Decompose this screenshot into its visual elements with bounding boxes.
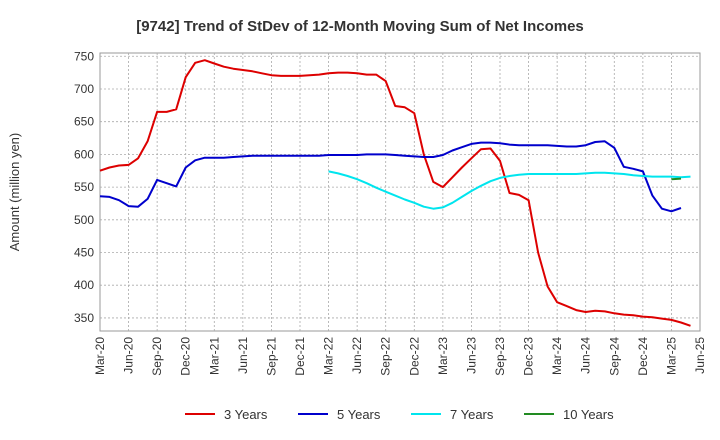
x-tick-label: Mar-20	[93, 337, 107, 375]
y-tick-label: 400	[74, 278, 94, 292]
x-tick-label: Mar-22	[322, 337, 336, 375]
series-line-10-years	[671, 177, 682, 181]
y-tick-label: 550	[74, 180, 94, 194]
x-tick-label: Jun-21	[236, 337, 250, 374]
y-tick-label: 700	[74, 82, 94, 96]
x-tick-label: Dec-22	[407, 337, 421, 376]
x-tick-label: Dec-23	[522, 337, 536, 376]
legend: 3 Years 5 Years 7 Years 10 Years	[185, 407, 614, 422]
x-tick-label: Mar-23	[436, 337, 450, 375]
x-tick-label: Dec-21	[293, 337, 307, 376]
series-line-5-years	[99, 140, 682, 213]
y-tick-label: 500	[74, 213, 94, 227]
x-tick-label: Dec-20	[179, 337, 193, 376]
x-tick-label: Jun-23	[464, 337, 478, 374]
y-tick-label: 450	[74, 246, 94, 260]
series-line-3-years	[99, 59, 691, 327]
y-tick-label: 600	[74, 147, 94, 161]
x-tick-label: Mar-21	[207, 337, 221, 375]
chart-title: [9742] Trend of StDev of 12-Month Moving…	[136, 18, 584, 35]
x-tick-label: Jun-22	[350, 337, 364, 374]
x-tick-label: Jun-25	[693, 337, 707, 374]
y-tick-label: 750	[74, 49, 94, 63]
y-tick-label: 650	[74, 115, 94, 129]
plot-frame	[99, 52, 701, 332]
x-tick-label: Sep-24	[607, 337, 621, 376]
x-tick-label: Sep-21	[264, 337, 278, 376]
y-axis-label: Amount (million yen)	[7, 133, 22, 252]
x-tick-label: Dec-24	[636, 337, 650, 376]
series-line-7-years	[328, 170, 691, 210]
legend-label: 7 Years	[450, 407, 494, 422]
y-tick-label: 350	[74, 311, 94, 325]
x-tick-label: Sep-22	[379, 337, 393, 376]
x-tick-label: Mar-25	[664, 337, 678, 375]
plot-area: Mar-20 Jun-20 Sep-20 Dec-20 Mar-21 Jun-21 Sep-…	[74, 49, 707, 375]
legend-label: 10 Years	[563, 407, 614, 422]
x-tick-label: Mar-24	[550, 337, 564, 375]
x-tick-label: Sep-20	[150, 337, 164, 376]
legend-label: 3 Years	[224, 407, 268, 422]
legend-label: 5 Years	[337, 407, 381, 422]
x-tick-label: Sep-23	[493, 337, 507, 376]
x-tick-label: Jun-20	[122, 337, 136, 374]
x-tick-label: Jun-24	[579, 337, 593, 374]
